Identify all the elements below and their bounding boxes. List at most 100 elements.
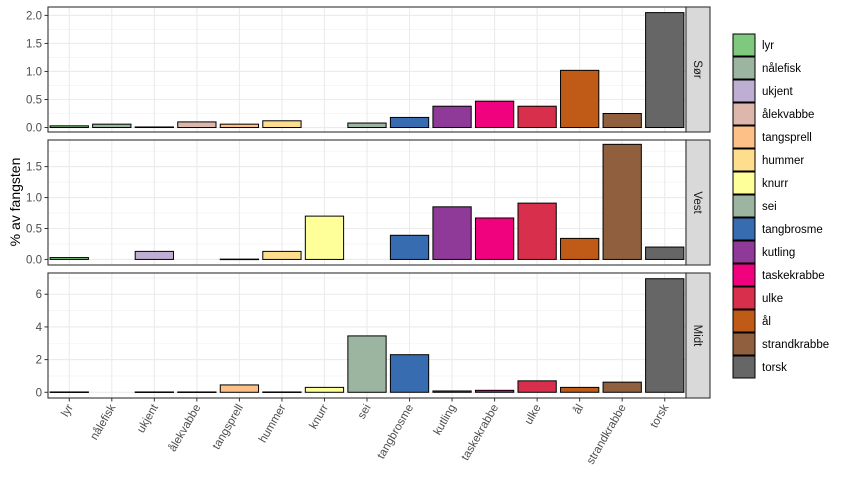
legend-item-taskekrabbe: taskekrabbe: [732, 263, 825, 287]
legend-label: lyr: [762, 40, 774, 52]
y-tick-label: 2.0: [26, 10, 42, 22]
bar-Sør-lyr: lyr: 0.03: [49, 125, 89, 129]
legend-item-tangbrosme: tangbrosme: [732, 217, 823, 241]
bar-Sør-ukjent: ukjent: 0.01: [134, 126, 174, 129]
bar-Sør-tangbrosme: tangbrosme: 0.18: [389, 116, 430, 129]
bar-Sør-torsk: torsk: 2.05: [645, 12, 685, 129]
facet-strip: [685, 139, 711, 266]
bar-Vest-knurr: knurr: 0.7: [304, 215, 345, 260]
bar-Midt-taskekrabbe: taskekrabbe: 0.12: [474, 389, 515, 393]
legend-item-ålekvabbe: ålekvabbe: [732, 102, 814, 126]
legend-label: sei: [762, 201, 777, 213]
legend-item-hummer: hummer: [732, 148, 804, 172]
x-tick-label: tangbrosme: [375, 403, 416, 462]
bar-Vest-tangsprell: tangsprell: 0.005: [219, 258, 260, 261]
x-tick-label: lyr: [59, 402, 76, 419]
facet-strip-label: Vest: [691, 191, 703, 214]
legend-label: ukjent: [762, 86, 793, 98]
x-tick-label: ulke: [523, 403, 544, 427]
legend-label: ålekvabbe: [762, 109, 814, 121]
bar-Vest-torsk: torsk: 0.2: [645, 246, 685, 260]
legend-label: ål: [762, 316, 771, 328]
panel-0: lyr: 0.03nålefisk: 0.06ukjent: 0.01ålekv…: [26, 6, 711, 135]
x-tick-label: ålekvabbe: [167, 403, 204, 454]
legend: lyr nålefisk ukjent ålekvabbe tangsprell humm…: [732, 33, 829, 379]
bar-Midt-kutling: kutling: 0.08: [432, 390, 472, 393]
bar-Midt-ukjent: ukjent: 0.02: [134, 391, 174, 393]
bar-Vest-kutling: kutling: 0.85: [432, 206, 472, 260]
bar-Midt-knurr: knurr: 0.3: [304, 386, 345, 393]
legend-item-knurr: knurr: [732, 171, 788, 195]
bar-Midt-strandkrabbe: strandkrabbe: 0.62: [602, 381, 642, 393]
x-tick-label: ukjent: [135, 402, 161, 435]
legend-item-kutling: kutling: [732, 240, 795, 264]
bar-Sør-nålefisk: nålefisk: 0.06: [92, 123, 132, 129]
legend-label: kutling: [762, 247, 795, 259]
legend-key: [732, 217, 756, 241]
x-tick-label: ål: [571, 403, 586, 417]
legend-label: tangbrosme: [762, 224, 823, 236]
facet-strip: [685, 272, 711, 399]
x-tick-label: kutling: [432, 403, 459, 438]
bar-Midt-ulke: ulke: 0.7: [517, 380, 557, 393]
legend-item-torsk: torsk: [732, 355, 787, 379]
legend-label: taskekrabbe: [762, 270, 825, 282]
bar-Sør-ålekvabbe: ålekvabbe: 0.1: [177, 121, 217, 129]
legend-label: knurr: [762, 178, 788, 190]
bar-Sør-ulke: ulke: 0.38: [517, 105, 557, 129]
bar-Sør-strandkrabbe: strandkrabbe: 0.25: [602, 113, 642, 129]
bar-Midt-torsk: torsk: 6.95: [645, 278, 685, 393]
legend-key: [732, 33, 756, 57]
legend-key: [732, 148, 756, 172]
legend-item-nålefisk: nålefisk: [732, 56, 801, 80]
legend-key: [732, 263, 756, 287]
facet-strip-label: Sør: [691, 60, 703, 79]
x-tick-label: sei: [356, 403, 374, 422]
legend-key: [732, 332, 756, 356]
legend-label: tangsprell: [762, 132, 812, 144]
legend-key: [732, 79, 756, 103]
y-tick-label: 0.5: [26, 223, 42, 235]
legend-item-ål: ål: [732, 309, 771, 333]
bar-Midt-tangbrosme: tangbrosme: 2.3: [389, 354, 430, 393]
x-tick-label: knurr: [308, 402, 332, 431]
y-tick-label: 0.5: [26, 94, 42, 106]
bar-Midt-hummer: hummer: 0.02: [262, 391, 302, 393]
legend-item-tangsprell: tangsprell: [732, 125, 812, 149]
y-tick-label: 0.0: [26, 254, 42, 266]
legend-key: [732, 102, 756, 126]
x-tick-label: tangsprell: [211, 403, 246, 452]
bar-Sør-sei: sei: 0.08: [347, 122, 387, 129]
legend-label: strandkrabbe: [762, 339, 829, 351]
legend-key: [732, 194, 756, 218]
y-tick-label: 1.5: [26, 162, 42, 174]
bar-Vest-taskekrabbe: taskekrabbe: 0.67: [474, 217, 515, 260]
x-axis: lyr nålefisk ukjent ålekvabbe tangsprell humm…: [59, 398, 671, 467]
legend-key: [732, 240, 756, 264]
legend-label: hummer: [762, 155, 804, 167]
y-axis-title: % av fangsten: [7, 158, 23, 247]
legend-key: [732, 56, 756, 80]
bar-Midt-ål: ål: 0.3: [560, 386, 600, 393]
legend-key: [732, 125, 756, 149]
legend-label: nålefisk: [762, 63, 801, 75]
bar-Vest-ål: ål: 0.34: [560, 237, 600, 260]
bar-Vest-strandkrabbe: strandkrabbe: 1.86: [602, 143, 642, 260]
bar-Sør-tangsprell: tangsprell: 0.06: [219, 123, 260, 129]
legend-key: [732, 355, 756, 379]
bar-Vest-lyr: lyr: 0.03: [49, 257, 89, 260]
x-tick-label: nålefisk: [89, 402, 119, 442]
x-tick-label: torsk: [648, 402, 671, 430]
facet-strip-label: Midt: [691, 325, 703, 348]
bar-Midt-ålekvabbe: ålekvabbe: 0.02: [177, 391, 217, 393]
bar-Midt-lyr: lyr: 0.02: [49, 391, 89, 393]
bar-Vest-tangbrosme: tangbrosme: 0.39: [389, 234, 430, 260]
y-tick-label: 0: [36, 387, 42, 399]
legend-label: torsk: [762, 362, 787, 374]
legend-key: [732, 286, 756, 310]
legend-item-lyr: lyr: [732, 33, 774, 57]
y-tick-label: 1.5: [26, 38, 42, 50]
bar-Midt-tangsprell: tangsprell: 0.45: [219, 384, 260, 393]
y-tick-label: 4: [36, 322, 43, 334]
